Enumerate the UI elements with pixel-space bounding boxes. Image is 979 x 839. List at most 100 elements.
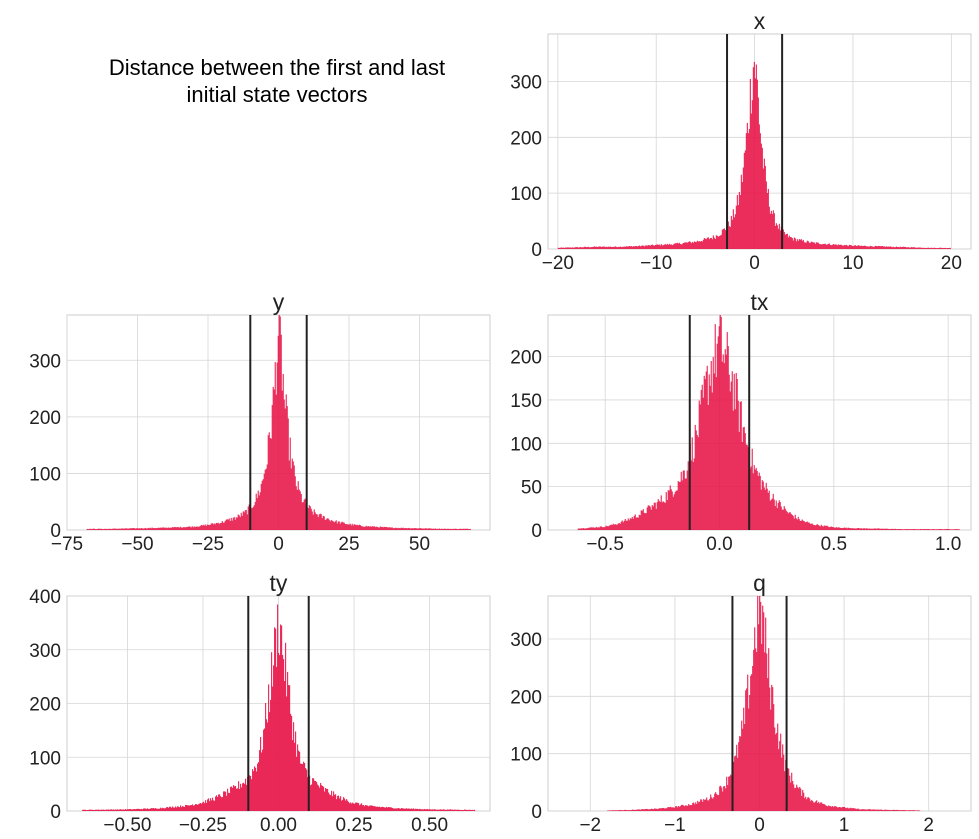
panel-y-bar — [313, 509, 315, 530]
panel-x-bar — [606, 247, 608, 249]
panel-ty-bar — [169, 806, 171, 811]
panel-y-bar — [90, 529, 92, 530]
panel-q-bar — [714, 793, 716, 811]
panel-ty-bar — [263, 729, 265, 811]
panel-tx-bar — [751, 448, 753, 530]
panel-tx-bar — [595, 526, 597, 530]
panel-y-bar — [245, 509, 247, 530]
panel-y-bar — [252, 506, 254, 530]
panel-tx-bar — [890, 528, 892, 530]
panel-y-bar — [240, 512, 242, 530]
panel-q-bar — [899, 810, 901, 811]
panel-ty-bar — [301, 763, 303, 811]
panel-tx-bar — [880, 528, 882, 530]
panel-y-bar — [368, 526, 370, 530]
panel-y-bar — [119, 528, 121, 530]
panel-tx-bar — [741, 442, 743, 530]
panel-tx-bar — [639, 515, 641, 530]
panel-y-bar — [431, 528, 433, 530]
panel-x-bar — [879, 246, 881, 249]
panel-q-bar — [805, 796, 807, 811]
panel-q-bar — [764, 652, 766, 811]
panel-tx-bar — [643, 512, 645, 530]
panel-x-bar — [568, 247, 570, 249]
panel-ty-bar — [348, 801, 350, 811]
panel-q-bar — [624, 809, 626, 811]
panel-y-bar — [333, 522, 335, 530]
panel-x-bar — [599, 246, 601, 249]
panel-ty-bar — [99, 809, 101, 811]
panel-q-bar — [745, 690, 747, 811]
panel-y-bar — [192, 527, 194, 530]
panel-x-bar — [718, 236, 720, 249]
panel-ty-bar — [206, 802, 208, 811]
panel-ty-bar — [176, 807, 178, 811]
panel-y-bar — [454, 528, 456, 530]
panel-q-bar — [813, 802, 815, 811]
panel-tx-bar — [856, 528, 858, 530]
panel-tx-bar — [935, 529, 937, 530]
panel-q-bar — [798, 788, 800, 811]
panel-y-bar — [115, 528, 117, 530]
panel-y-bar — [236, 517, 238, 530]
panel-y-xtick-label: 0 — [273, 534, 284, 555]
panel-ty-bar — [418, 809, 420, 811]
panel-x-bar — [800, 239, 802, 249]
panel-q-bar — [620, 810, 622, 811]
panel-q-bar — [858, 808, 860, 811]
panel-y-bar — [101, 529, 103, 530]
panel-q-bar — [616, 810, 618, 811]
panel-q-bar — [607, 810, 609, 811]
panel-y-bar — [145, 528, 147, 530]
panel-ty-bar — [185, 804, 187, 811]
panel-tx-bar — [651, 505, 653, 530]
panel-x-bar — [610, 247, 612, 249]
panel-y-bar — [284, 408, 286, 530]
panel-y-bar — [365, 525, 367, 530]
panel-y-bar — [347, 524, 349, 530]
panel-ty-bar — [312, 778, 314, 811]
panel-q-bar — [628, 810, 630, 811]
panel-tx-bar — [698, 400, 700, 530]
panel-tx-bar — [724, 349, 726, 530]
panel-q-bar — [769, 687, 771, 811]
panel-tx-bar — [629, 518, 631, 530]
panel-y-bar — [176, 527, 178, 530]
panel-tx-bar — [682, 470, 684, 530]
panel-y-bar — [328, 519, 330, 530]
panel-q-bar — [724, 786, 726, 811]
panel-q-bar — [913, 810, 915, 811]
panel-y-bar — [350, 525, 352, 530]
panel-q-bar — [649, 809, 651, 811]
panel-x-bar — [581, 247, 583, 249]
panel-q-bar — [863, 809, 865, 811]
panel-tx-bar — [951, 529, 953, 530]
panel-ty-bar — [243, 782, 245, 811]
panel-ty-bar — [240, 783, 242, 811]
panel-tx-bar — [810, 523, 812, 530]
panel-x-bar — [927, 247, 929, 249]
panel-tx-bar — [925, 529, 927, 530]
panel-y-bar — [172, 527, 174, 530]
panel-y-ytick-label: 100 — [29, 464, 61, 485]
panel-q-bar — [800, 788, 802, 811]
panel-tx-bar — [772, 493, 774, 530]
panel-x-bar — [864, 245, 866, 249]
panel-ty-bar — [153, 808, 155, 811]
panel-y-bar — [444, 528, 446, 530]
panel-x-bar — [821, 244, 823, 249]
panel-q-bar — [687, 805, 689, 811]
panel-q-bar — [839, 807, 841, 811]
panel-tx-bar — [817, 525, 819, 530]
panel-tx-bar — [886, 528, 888, 530]
panel-q-bar — [865, 809, 867, 811]
panel-q-bar — [644, 809, 646, 811]
panel-y-bar — [199, 526, 201, 530]
panel-x-bar — [730, 215, 732, 249]
panel-y-bar — [158, 527, 160, 530]
panel-x-bar — [561, 247, 563, 249]
panel-q-bar — [657, 808, 659, 811]
panel-tx-bar — [843, 527, 845, 530]
panel-tx-bar — [650, 509, 652, 530]
panel-tx-bar — [693, 458, 695, 530]
